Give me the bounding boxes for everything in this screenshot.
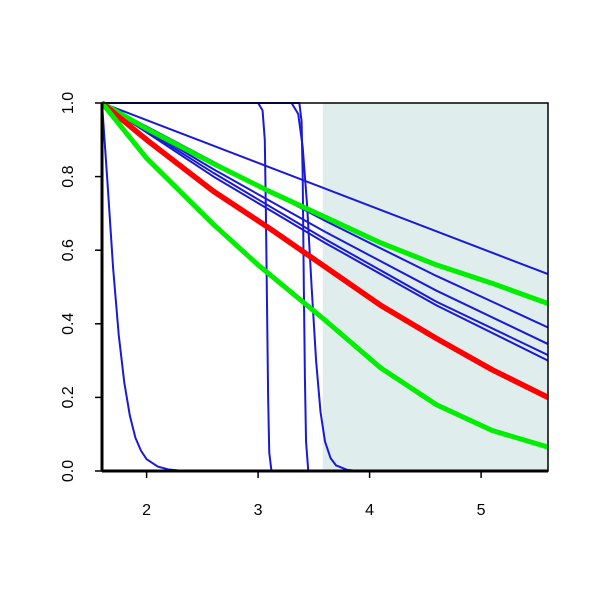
y-tick-label: 0.2 xyxy=(60,386,77,408)
x-tick-label: 4 xyxy=(365,502,374,519)
axis-layer: 2 3 4 5 0.0 0.2 0.4 0.6 0.8 1.0 xyxy=(60,92,549,519)
series-line-2-blue xyxy=(102,102,548,472)
x-tick-label: 5 xyxy=(477,502,486,519)
series-line-7-blue xyxy=(102,102,548,346)
y-tick-label: 1.0 xyxy=(60,92,77,114)
shaded-region xyxy=(322,103,548,471)
series-layer xyxy=(102,101,548,472)
series-line-8-blue xyxy=(102,102,548,357)
y-tick-label: 0.0 xyxy=(60,460,77,482)
x-tick-label: 2 xyxy=(142,502,151,519)
series-line-3-blue xyxy=(102,102,548,472)
series-line-10-green xyxy=(102,101,548,307)
shaded-region-layer xyxy=(322,103,548,471)
series-line-9-blue xyxy=(102,102,548,362)
x-tick-label: 3 xyxy=(254,502,263,519)
y-tick-label: 0.6 xyxy=(60,239,77,261)
series-line-12-green xyxy=(102,101,548,450)
series-line-11-red xyxy=(102,101,548,401)
series-line-5-blue xyxy=(102,102,548,276)
series-line-4-blue xyxy=(102,102,548,472)
y-tick-label: 0.8 xyxy=(60,165,77,187)
y-tick-label: 0.4 xyxy=(60,313,77,335)
